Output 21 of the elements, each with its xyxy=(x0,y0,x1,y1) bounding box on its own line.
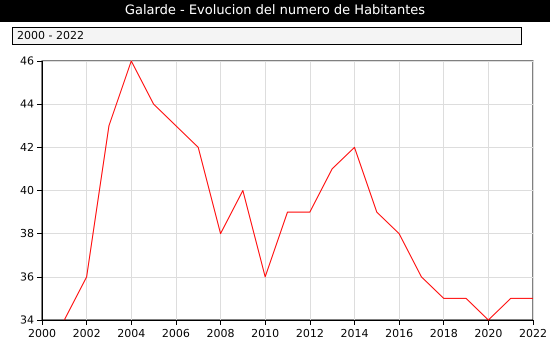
y-tick-label: 40 xyxy=(20,184,34,197)
y-tick-label: 36 xyxy=(20,270,34,284)
y-tick-label: 34 xyxy=(20,314,34,326)
y-tick-label: 38 xyxy=(20,227,34,240)
x-tick-label: 2008 xyxy=(206,327,235,340)
x-tick-label: 2018 xyxy=(430,327,458,340)
x-tick-label: 2016 xyxy=(385,327,414,340)
x-tick-label: 2022 xyxy=(519,327,548,340)
x-tick-label: 2006 xyxy=(162,327,190,340)
x-tick-label: 2020 xyxy=(474,327,502,340)
y-tick-label: 44 xyxy=(20,98,34,111)
x-tick-label: 2000 xyxy=(28,327,56,340)
chart-title: Galarde - Evolucion del numero de Habitantes xyxy=(0,0,550,22)
x-tick-label: 2004 xyxy=(117,327,146,340)
x-tick-label: 2010 xyxy=(251,327,280,340)
x-tick-label: 2014 xyxy=(340,327,368,340)
y-tick-label: 46 xyxy=(20,54,34,68)
x-tick-label: 2012 xyxy=(296,327,324,340)
y-tick-label: 42 xyxy=(20,140,34,154)
chart-subtitle: 2000 - 2022 xyxy=(12,27,522,45)
x-tick-label: 2002 xyxy=(72,327,101,340)
